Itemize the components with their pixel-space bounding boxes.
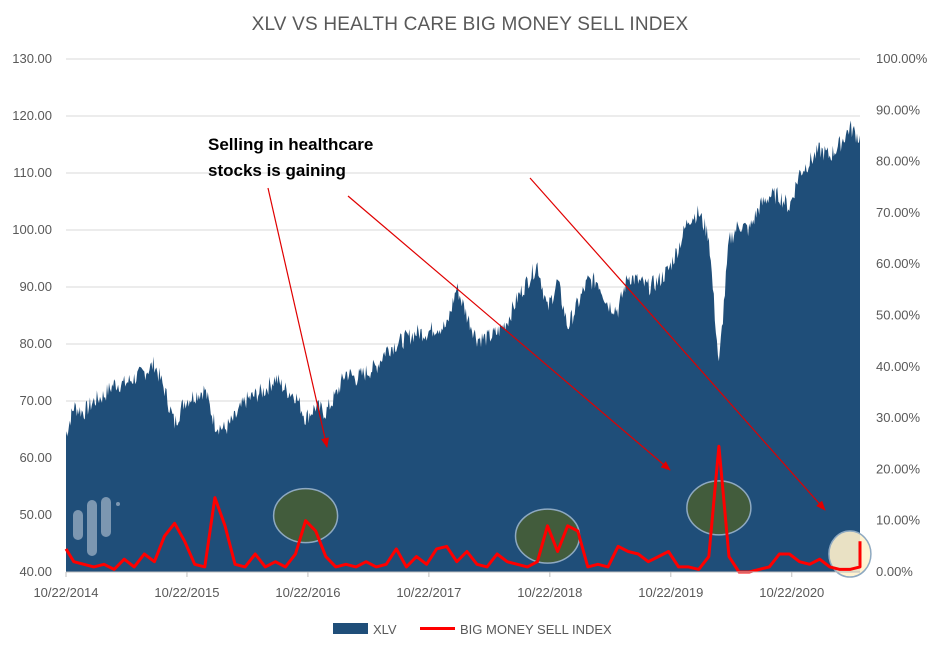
watermark-logo-icon	[73, 497, 120, 556]
sell-index-line-series	[64, 444, 862, 574]
legend-label-sell-index: BIG MONEY SELL INDEX	[460, 622, 612, 637]
y-right-tick-label: 30.00%	[876, 410, 921, 425]
annotation-arrows	[267, 177, 826, 511]
y-left-tick-label: 80.00	[19, 336, 52, 351]
x-tick-label: 10/22/2016	[275, 585, 340, 600]
y-right-tick-label: 70.00%	[876, 205, 921, 220]
y-left-tick-label: 60.00	[19, 450, 52, 465]
y-right-tick-label: 50.00%	[876, 308, 921, 323]
y-right-tick-label: 80.00%	[876, 154, 921, 169]
highlight-circle	[686, 480, 752, 536]
highlight-circle	[514, 508, 581, 564]
x-tick-label: 10/22/2019	[638, 585, 703, 600]
chart-title: XLV VS HEALTH CARE BIG MONEY SELL INDEX	[252, 14, 689, 35]
y-right-tick-label: 40.00%	[876, 359, 921, 374]
annotation-arrow	[347, 195, 671, 471]
y-left-tick-label: 40.00	[19, 564, 52, 579]
y-right-tick-label: 100.00%	[876, 51, 928, 66]
y-right-tick-label: 10.00%	[876, 513, 921, 528]
x-tick-label: 10/22/2018	[517, 585, 582, 600]
xlv-area	[66, 120, 860, 572]
x-tick-label: 10/22/2015	[154, 585, 219, 600]
annotation-arrow	[529, 177, 826, 511]
y-right-tick-label: 90.00%	[876, 102, 921, 117]
y-right-tick-label: 60.00%	[876, 256, 921, 271]
annotation-line-1: Selling in healthcare	[208, 135, 373, 154]
y-left-tick-label: 50.00	[19, 507, 52, 522]
y-right-tick-label: 20.00%	[876, 461, 921, 476]
x-tick-label: 10/22/2020	[759, 585, 824, 600]
y-left-tick-label: 70.00	[19, 393, 52, 408]
legend: XLV BIG MONEY SELL INDEX	[333, 622, 612, 637]
xlv-area-series	[66, 120, 860, 572]
y-left-tick-label: 130.00	[12, 51, 52, 66]
x-tick-label: 10/22/2014	[33, 585, 98, 600]
annotation-arrow	[267, 187, 329, 448]
highlight-circle	[272, 487, 339, 544]
y-left-tick-label: 120.00	[12, 108, 52, 123]
annotation-line-2: stocks is gaining	[208, 161, 346, 180]
sell-index-line	[64, 444, 862, 574]
legend-swatch-xlv	[333, 623, 368, 634]
axes: 40.00 50.00 60.00 70.00 80.00 90.00 100.00 110.…	[12, 51, 928, 600]
legend-label-xlv: XLV	[373, 622, 397, 637]
y-left-tick-label: 90.00	[19, 279, 52, 294]
y-left-tick-label: 100.00	[12, 222, 52, 237]
y-right-tick-label: 0.00%	[876, 564, 913, 579]
x-tick-label: 10/22/2017	[396, 585, 461, 600]
y-left-tick-label: 110.00	[13, 165, 52, 180]
